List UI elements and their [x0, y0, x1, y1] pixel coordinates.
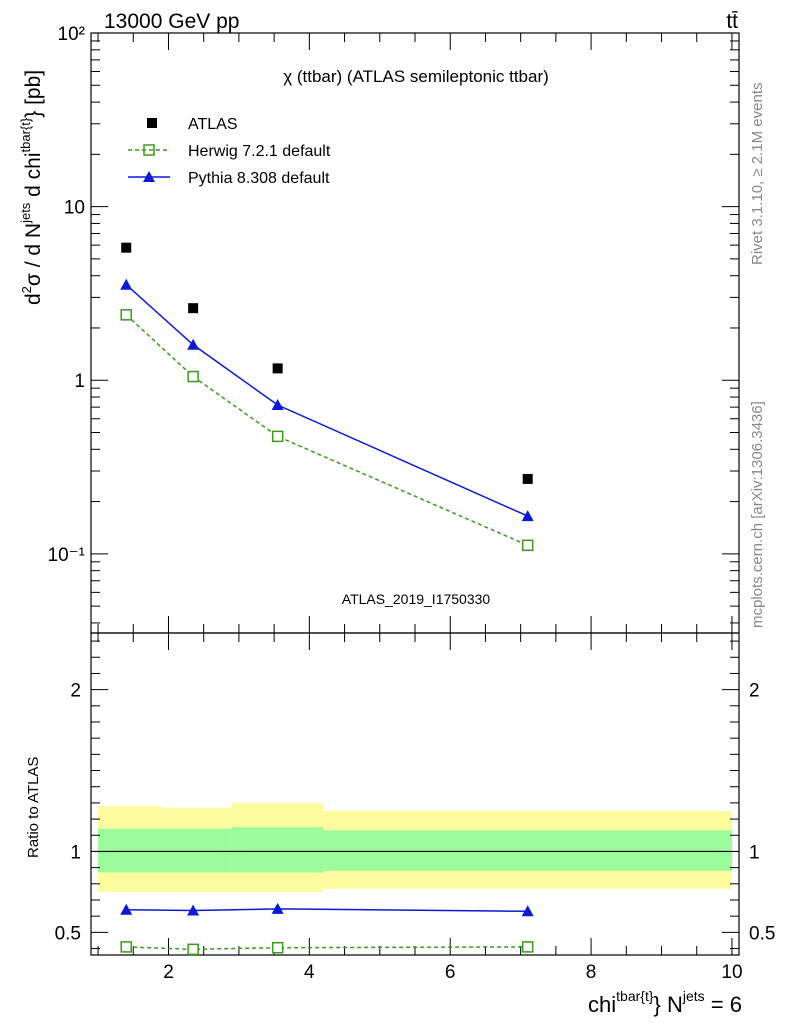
herwig-ratio-point: [187, 943, 199, 956]
pythia-point: [187, 338, 200, 350]
legend-pythia-label: Pythia 8.308 default: [188, 170, 330, 187]
herwig-ratio-line: [126, 946, 528, 951]
ratio-plot: 0.5 0.5 1 1 2 2 2 4 6 8 10: [55, 632, 775, 983]
y-tick-label: 10: [64, 198, 85, 219]
y-axis-title-main: d2σ / d Njets d chitbar{t}} [pb]: [18, 70, 45, 305]
svg-text:chitbar{t}} Njets = 6: chitbar{t}} Njets = 6: [588, 988, 742, 1017]
y-tick-label: 10⁻¹: [48, 545, 86, 566]
herwig-point: [120, 309, 132, 321]
y-tick-label: 10²: [58, 24, 85, 45]
herwig-point: [187, 370, 199, 383]
x-tick-label: 2: [163, 962, 174, 983]
legend-atlas-label: ATLAS: [188, 116, 238, 133]
pythia-point: [521, 510, 534, 522]
ratio-y-tick-label-right: 0.5: [749, 923, 775, 944]
ratio-y-tick-label-right: 2: [749, 681, 760, 702]
pythia-ratio-point: [271, 902, 284, 914]
pythia-ratio-point: [521, 905, 534, 917]
pythia-ratio-point: [187, 904, 200, 916]
pythia-ratio-point: [120, 903, 133, 915]
herwig-ratio-point: [271, 941, 284, 954]
ratio-y-tick-label: 2: [70, 681, 81, 702]
ratio-y-tick-label-right: 1: [749, 842, 760, 863]
legend-herwig-marker: [143, 144, 155, 156]
uncertainty-band-inner: [231, 827, 324, 873]
pythia-point: [271, 398, 284, 410]
main-plot: 10⁻¹ 1 10 10²: [48, 24, 740, 634]
atlas-point: [522, 473, 533, 484]
energy-label: 13000 GeV pp: [104, 10, 239, 33]
process-label: tt̄: [726, 10, 738, 33]
x-tick-label: 6: [445, 962, 456, 983]
legend: ATLAS Herwig 7.2.1 default Pythia 8.308 …: [128, 116, 331, 187]
herwig-line: [125, 314, 528, 546]
uncertainty-band-inner: [323, 830, 732, 871]
legend-herwig-label: Herwig 7.2.1 default: [188, 143, 331, 160]
atlas-point: [272, 363, 283, 374]
herwig-point: [521, 539, 534, 552]
x-tick-label: 10: [721, 962, 742, 983]
chart-title: χ (ttbar) (ATLAS semileptonic ttbar): [283, 67, 549, 86]
herwig-ratio-point: [521, 941, 534, 953]
atlas-point: [188, 303, 199, 314]
y-axis-title-ratio: Ratio to ATLAS: [25, 757, 42, 858]
herwig-point: [271, 430, 284, 443]
pythia-point: [120, 278, 133, 290]
uncertainty-band-inner: [161, 828, 232, 873]
ratio-y-tick-label: 1: [70, 842, 81, 863]
svg-text:d2σ / d Njets d chitbar{t}} [p: d2σ / d Njets d chitbar{t}} [pb]: [18, 70, 45, 305]
x-axis-title: chitbar{t}} Njets = 6: [588, 988, 742, 1017]
rivet-label: Rivet 3.1.10, ≥ 2.1M events: [749, 83, 766, 266]
legend-pythia-marker: [143, 171, 155, 182]
uncertainty-band-inner: [98, 828, 162, 873]
y-tick-label: 1: [74, 371, 85, 392]
herwig-ratio-point: [120, 941, 132, 953]
analysis-watermark: ATLAS_2019_I1750330: [342, 591, 491, 607]
ratio-frame: [90, 632, 740, 956]
atlas-point: [121, 242, 132, 253]
x-tick-label: 8: [586, 962, 597, 983]
pythia-ratio-line: [126, 908, 528, 913]
x-tick-label: 4: [304, 962, 315, 983]
mcplots-label: mcplots.cern.ch [arXiv:1306.3436]: [749, 401, 766, 628]
ratio-y-tick-label: 0.5: [55, 923, 81, 944]
pythia-line: [125, 284, 529, 517]
legend-atlas-marker: [147, 118, 157, 128]
